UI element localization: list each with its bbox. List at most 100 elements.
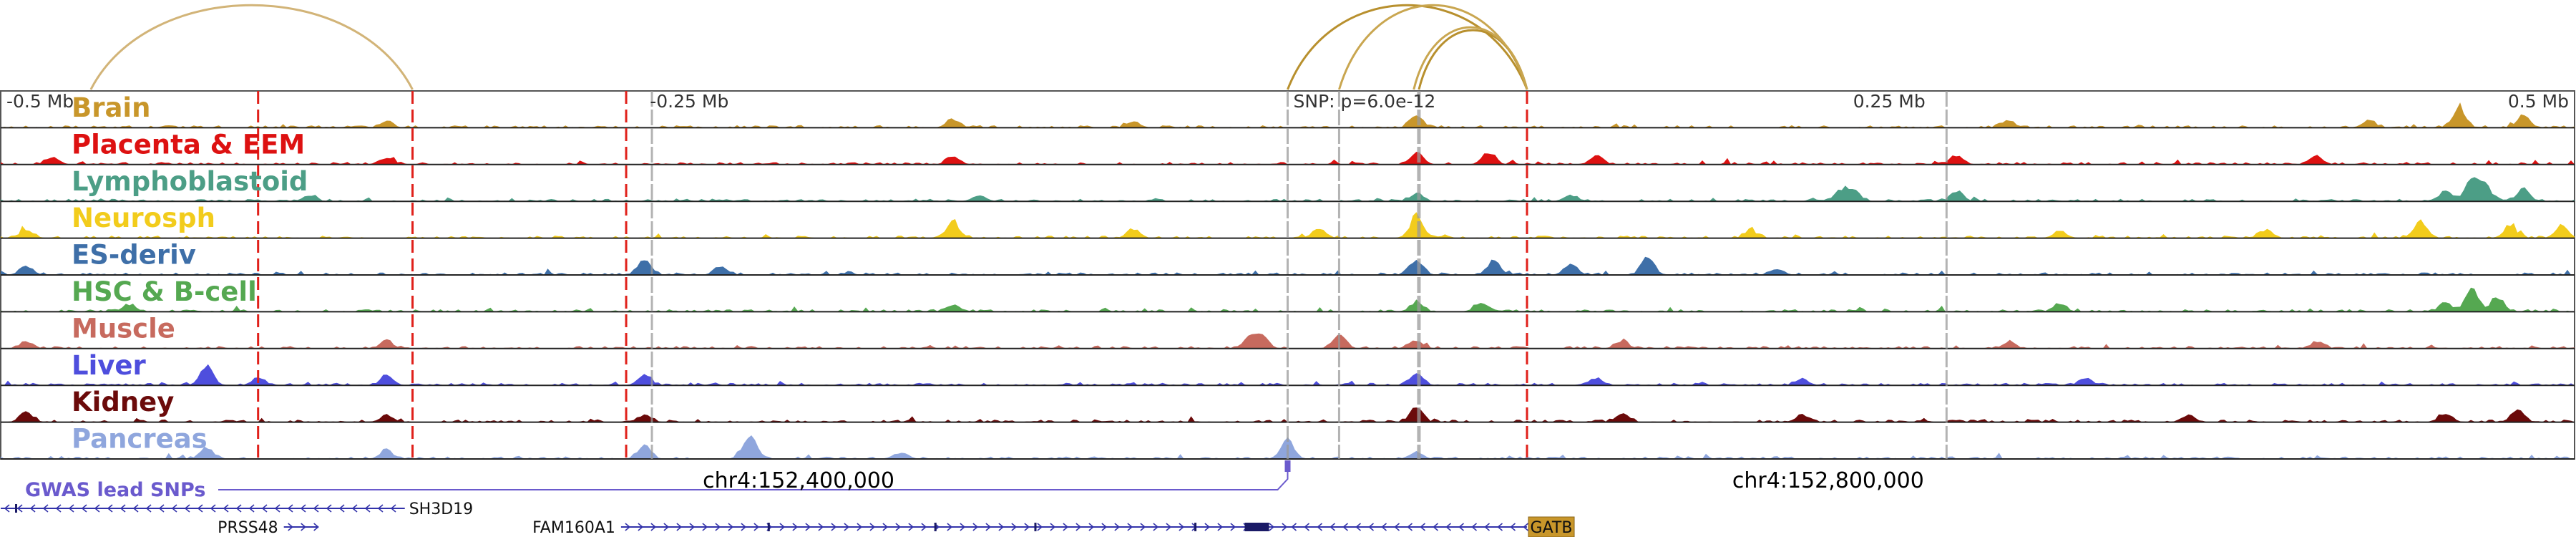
- signal-area-kidney: [1, 407, 2575, 422]
- strand-arrow: [779, 523, 786, 531]
- strand-arrow: [1153, 523, 1159, 531]
- strand-arrow: [1484, 523, 1491, 531]
- strand-arrow: [326, 504, 332, 513]
- interaction-arc: [1413, 26, 1528, 90]
- strand-arrow: [1166, 523, 1172, 531]
- strand-arrow: [676, 523, 683, 531]
- strand-arrow: [650, 523, 657, 531]
- track-label: Muscle: [72, 313, 175, 344]
- genome-coordinates: chr4:152,400,000 chr4:152,800,000: [703, 468, 1924, 493]
- strand-arrow: [1407, 523, 1413, 531]
- strand-arrow: [1179, 523, 1185, 531]
- interaction-arc: [89, 4, 414, 90]
- strand-arrow: [1050, 523, 1056, 531]
- coordinate-label: chr4:152,400,000: [703, 468, 894, 493]
- strand-arrow: [1088, 523, 1095, 531]
- signal-area-es-deriv: [1, 256, 2575, 275]
- strand-arrow: [81, 504, 87, 513]
- x-tick-label: 0.5 Mb: [2508, 91, 2569, 112]
- track-label: Neurosph: [72, 203, 215, 233]
- strand-arrow: [364, 504, 371, 513]
- strand-arrow: [857, 523, 863, 531]
- strand-arrow: [1063, 523, 1069, 531]
- strand-arrow: [1282, 523, 1288, 531]
- strand-arrow: [895, 523, 902, 531]
- strand-arrow: [1140, 523, 1146, 531]
- track-label: Liver: [72, 350, 146, 381]
- strand-arrow: [1523, 523, 1529, 531]
- strand-arrow: [377, 504, 384, 513]
- strand-arrow: [184, 504, 190, 513]
- strand-arrow: [42, 504, 49, 513]
- strand-arrow: [1011, 523, 1018, 531]
- strand-arrow: [1024, 523, 1030, 531]
- strand-arrow: [313, 504, 319, 513]
- track-label: Kidney: [72, 387, 174, 417]
- strand-arrow: [1420, 523, 1426, 531]
- gene-exon: [15, 504, 17, 513]
- strand-arrow: [831, 523, 837, 531]
- signal-area-placenta-eem: [1, 152, 2575, 165]
- coordinate-label: chr4:152,800,000: [1732, 468, 1924, 493]
- strand-arrow: [960, 523, 966, 531]
- strand-arrow: [301, 523, 306, 531]
- gene-exon: [1034, 523, 1037, 531]
- strand-arrow: [741, 523, 747, 531]
- gene-exon: [934, 523, 937, 531]
- strand-arrow: [1330, 523, 1336, 531]
- x-tick-label: -0.25 Mb: [650, 91, 728, 112]
- strand-arrow: [689, 523, 696, 531]
- gene-exon: [1244, 523, 1269, 531]
- track-label: Brain: [72, 92, 150, 123]
- strand-arrow: [261, 504, 268, 513]
- strand-arrow: [132, 504, 139, 513]
- strand-arrow: [1510, 523, 1516, 531]
- strand-arrow: [625, 523, 631, 531]
- strand-arrow: [107, 504, 113, 513]
- strand-arrow: [197, 504, 203, 513]
- strand-arrow: [1291, 523, 1297, 531]
- track-label: HSC & B-cell: [72, 276, 257, 307]
- strand-arrow: [972, 523, 979, 531]
- track-label: Lymphoblastoid: [72, 166, 308, 197]
- x-tick-label: 0.25 Mb: [1853, 91, 1926, 112]
- gwas-label: GWAS lead SNPs: [25, 479, 205, 501]
- strand-arrow: [1497, 523, 1503, 531]
- strand-arrow: [68, 504, 74, 513]
- strand-arrow: [1204, 523, 1211, 531]
- x-axis: -0.5 Mb -0.25 Mb SNP: p=6.0e-12 0.25 Mb 0.5 …: [6, 91, 2569, 112]
- strand-arrow: [29, 504, 36, 513]
- strand-arrow: [300, 504, 306, 513]
- strand-arrow: [805, 523, 811, 531]
- strand-arrow: [274, 504, 280, 513]
- strand-arrow: [1445, 523, 1452, 531]
- strand-arrow: [818, 523, 824, 531]
- strand-arrow: [1217, 523, 1224, 531]
- strand-arrow: [638, 523, 644, 531]
- strand-arrow: [947, 523, 953, 531]
- strand-arrow: [1075, 523, 1082, 531]
- gene-exon: [767, 523, 770, 531]
- signal-area-liver: [1, 364, 2575, 386]
- strand-arrow: [171, 504, 177, 513]
- strand-arrow: [119, 504, 126, 513]
- track-label: ES-deriv: [72, 240, 196, 271]
- strand-arrow: [1342, 523, 1349, 531]
- strand-arrow: [869, 523, 876, 531]
- gene-label-box: [1528, 516, 1575, 537]
- strand-arrow: [1394, 523, 1400, 531]
- strand-arrow: [998, 523, 1005, 531]
- strand-arrow: [55, 504, 62, 513]
- strand-arrow: [1114, 523, 1121, 531]
- strand-arrow: [882, 523, 889, 531]
- vertical-markers: [257, 91, 1948, 459]
- strand-arrow: [390, 504, 396, 513]
- gene-exon: [1194, 523, 1197, 531]
- strand-arrow: [792, 523, 799, 531]
- signal-area-muscle: [1, 333, 2575, 349]
- gene-label: GATB: [1531, 519, 1573, 537]
- gene-track: SH3D19 PRSS48 FAM160A1 GATB: [1, 500, 1575, 537]
- x-tick-label: SNP: p=6.0e-12: [1294, 91, 1436, 112]
- gene-label: SH3D19: [409, 500, 473, 518]
